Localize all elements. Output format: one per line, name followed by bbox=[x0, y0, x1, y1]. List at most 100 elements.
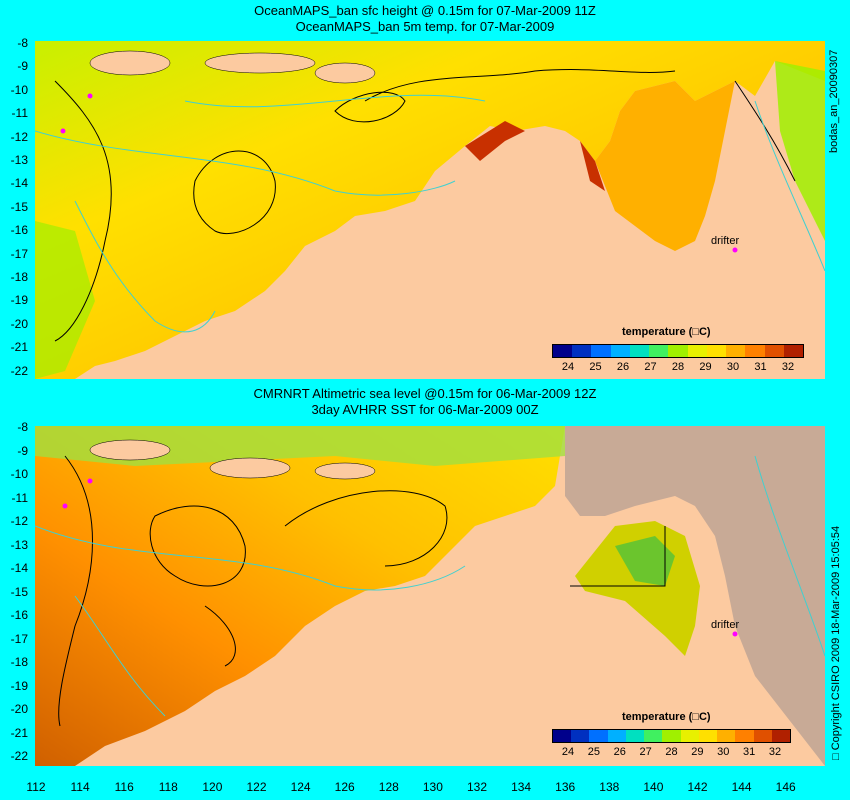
colorbar-swatch bbox=[662, 730, 681, 742]
colorbar-swatch bbox=[726, 345, 746, 357]
colorbar-swatch bbox=[571, 730, 590, 742]
lon-tick-label: 144 bbox=[731, 780, 752, 794]
lon-tick-label: 136 bbox=[555, 780, 576, 794]
bottom-map-panel bbox=[35, 426, 825, 766]
drifter-marker bbox=[87, 478, 93, 484]
lon-tick-label: 118 bbox=[158, 780, 178, 794]
colorbar-tick-label: 30 bbox=[717, 746, 730, 758]
drifter-marker bbox=[732, 631, 738, 637]
lat-tick-label: -9 bbox=[17, 443, 28, 458]
lat-tick-label: -19 bbox=[10, 678, 28, 693]
colorbar-swatch bbox=[745, 345, 765, 357]
bottom-title-line2: 3day AVHRR SST for 06-Mar-2009 00Z bbox=[311, 402, 539, 417]
lat-tick-label: -13 bbox=[10, 537, 28, 552]
colorbar-swatch bbox=[591, 345, 611, 357]
lat-tick-label: -18 bbox=[10, 270, 28, 284]
lat-tick-label: -14 bbox=[10, 561, 28, 575]
lat-tick-label: -21 bbox=[10, 340, 28, 355]
lon-tick-label: 126 bbox=[334, 780, 355, 794]
colorbar-tick-label: 26 bbox=[613, 746, 626, 758]
lon-tick-label: 114 bbox=[70, 780, 90, 794]
colorbar-swatch bbox=[717, 730, 736, 742]
lat-tick-label: -15 bbox=[10, 199, 28, 214]
top-legend-title: temperature (□C) bbox=[622, 326, 711, 338]
lat-tick-label: -13 bbox=[10, 153, 28, 167]
lon-tick-label: 122 bbox=[246, 780, 267, 794]
colorbar-swatch bbox=[680, 730, 699, 742]
colorbar-swatch bbox=[764, 345, 784, 357]
top-title-line1: OceanMAPS_ban sfc height @ 0.15m for 07-… bbox=[254, 3, 596, 18]
bottom-side-label: □ Copyright CSIRO 2009 18-Mar-2009 15:05… bbox=[830, 525, 842, 760]
lat-tick-label: -11 bbox=[11, 490, 28, 505]
colorbar-tick-label: 31 bbox=[754, 361, 767, 373]
lat-tick-label: -21 bbox=[10, 725, 28, 740]
drifter-marker bbox=[62, 503, 68, 509]
colorbar-swatch bbox=[589, 730, 608, 742]
bottom-sst-field bbox=[35, 426, 565, 766]
lat-tick-label: -12 bbox=[10, 514, 28, 528]
lat-tick-label: -14 bbox=[10, 176, 28, 191]
colorbar-swatch bbox=[687, 345, 707, 357]
colorbar-swatch bbox=[771, 730, 791, 742]
lon-tick-label: 146 bbox=[775, 780, 796, 794]
lat-tick-label: -20 bbox=[10, 702, 28, 716]
lat-tick-label: -10 bbox=[10, 82, 28, 97]
top-drifter-label: drifter bbox=[711, 235, 740, 247]
lat-tick-label: -18 bbox=[10, 655, 28, 669]
colorbar-swatch bbox=[607, 730, 626, 742]
colorbar-swatch bbox=[553, 345, 573, 357]
lat-tick-label: -15 bbox=[10, 584, 28, 599]
colorbar-tick-label: 31 bbox=[743, 746, 756, 758]
colorbar-swatch bbox=[644, 730, 663, 742]
top-colorbar bbox=[552, 344, 804, 358]
colorbar-tick-label: 25 bbox=[587, 746, 600, 758]
bottom-legend-title: temperature (□C) bbox=[622, 711, 711, 723]
lat-tick-label: -16 bbox=[10, 608, 28, 622]
lat-tick-label: -8 bbox=[17, 36, 28, 50]
drifter-marker bbox=[732, 247, 738, 253]
top-title-line2: OceanMAPS_ban 5m temp. for 07-Mar-2009 bbox=[295, 19, 555, 34]
lon-tick-label: 138 bbox=[599, 780, 620, 794]
lat-tick-label: -12 bbox=[10, 129, 28, 144]
lon-tick-label: 112 bbox=[26, 780, 46, 794]
bottom-title-line1: CMRNRT Altimetric sea level @0.15m for 0… bbox=[253, 386, 597, 401]
colorbar-swatch bbox=[572, 345, 592, 357]
colorbar-swatch bbox=[735, 730, 754, 742]
lon-tick-label: 128 bbox=[378, 780, 399, 794]
lat-tick-label: -17 bbox=[10, 246, 28, 261]
lat-tick-label: -17 bbox=[10, 631, 28, 646]
colorbar-swatch bbox=[698, 730, 718, 742]
lon-tick-label: 134 bbox=[511, 780, 532, 794]
lat-tick-label: -19 bbox=[10, 293, 28, 308]
colorbar-tick-label: 28 bbox=[671, 361, 685, 373]
colorbar-tick-label: 26 bbox=[616, 361, 630, 373]
colorbar-swatch bbox=[610, 345, 630, 357]
lat-tick-label: -16 bbox=[10, 223, 28, 238]
lat-tick-label: -8 bbox=[17, 420, 28, 434]
top-side-label: bodas_an_20090307 bbox=[828, 49, 840, 153]
colorbar-tick-label: 28 bbox=[665, 746, 678, 758]
drifter-marker bbox=[60, 128, 66, 134]
colorbar-tick-label: 27 bbox=[644, 361, 657, 373]
colorbar-tick-label: 30 bbox=[726, 361, 740, 373]
colorbar-swatch bbox=[629, 345, 650, 357]
colorbar-tick-label: 32 bbox=[768, 746, 782, 758]
lat-tick-label: -11 bbox=[11, 106, 28, 121]
lon-tick-label: 142 bbox=[687, 780, 708, 794]
lat-tick-label: -10 bbox=[10, 467, 28, 481]
colorbar-tick-label: 29 bbox=[691, 746, 704, 758]
bottom-colorbar bbox=[552, 729, 791, 743]
bottom-drifter-label: drifter bbox=[711, 619, 740, 631]
colorbar-swatch bbox=[553, 730, 572, 742]
colorbar-tick-label: 32 bbox=[781, 361, 795, 373]
lon-tick-label: 116 bbox=[114, 780, 134, 794]
colorbar-swatch bbox=[668, 345, 688, 357]
drifter-marker bbox=[87, 93, 93, 99]
colorbar-tick-label: 25 bbox=[589, 361, 602, 373]
lon-tick-label: 120 bbox=[202, 780, 223, 794]
lat-tick-label: -9 bbox=[17, 59, 28, 74]
lon-tick-label: 124 bbox=[290, 780, 311, 794]
colorbar-tick-label: 24 bbox=[561, 361, 575, 373]
colorbar-swatch bbox=[753, 730, 772, 742]
colorbar-swatch bbox=[625, 730, 645, 742]
